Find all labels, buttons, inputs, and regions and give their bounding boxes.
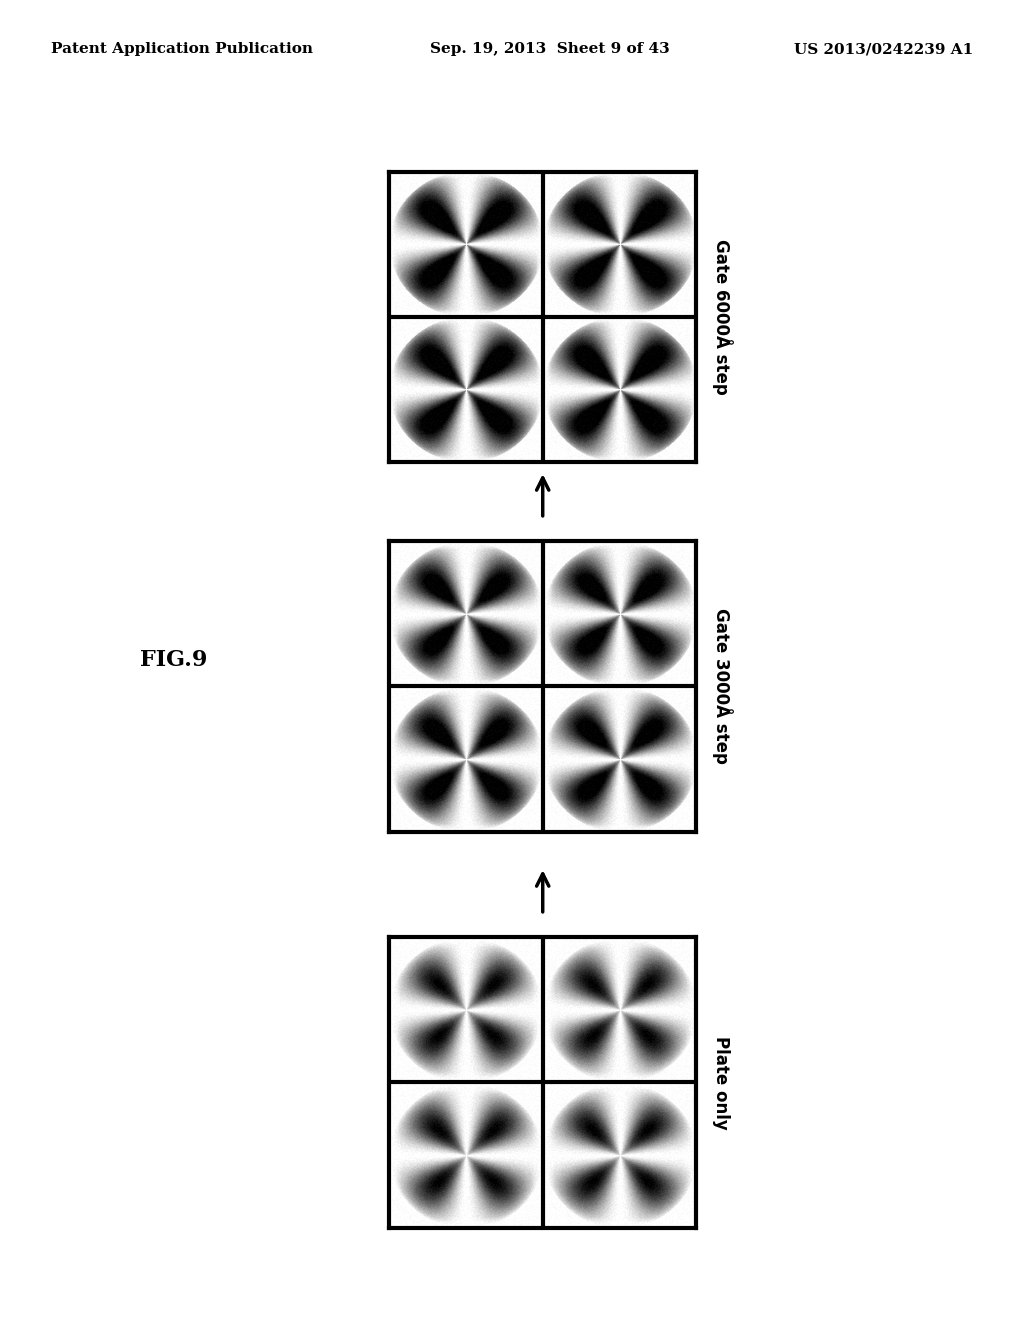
- Text: Sep. 19, 2013  Sheet 9 of 43: Sep. 19, 2013 Sheet 9 of 43: [430, 42, 670, 57]
- Text: Gate 3000Å step: Gate 3000Å step: [712, 609, 732, 764]
- Text: Gate 6000Å step: Gate 6000Å step: [712, 239, 732, 395]
- Text: Patent Application Publication: Patent Application Publication: [51, 42, 313, 57]
- Text: US 2013/0242239 A1: US 2013/0242239 A1: [794, 42, 973, 57]
- Text: FIG.9: FIG.9: [140, 649, 208, 671]
- Text: Plate only: Plate only: [712, 1035, 730, 1130]
